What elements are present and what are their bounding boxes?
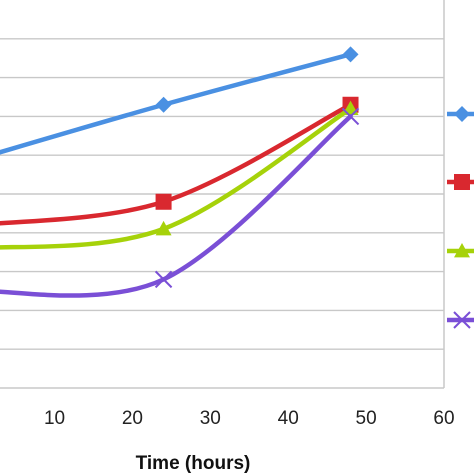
data-point-square: [454, 174, 470, 190]
series-line-3: [0, 106, 353, 250]
series-layer: [0, 46, 360, 298]
series-line-4: [0, 114, 353, 298]
legend: [447, 106, 474, 329]
x-tick-label: 20: [122, 408, 143, 429]
series-line-1: [0, 52, 353, 155]
data-point-triangle: [155, 220, 172, 236]
data-point-diamond: [342, 46, 359, 63]
x-axis-title: Time (hours): [136, 453, 251, 474]
data-point-x: [154, 270, 173, 289]
x-tick-label: 40: [278, 408, 299, 429]
data-point-x: [453, 311, 471, 329]
data-point-square: [155, 193, 172, 210]
x-tick-label: 60: [433, 408, 454, 429]
series-line-2: [0, 102, 353, 226]
x-tick-label: 30: [200, 408, 221, 429]
gridlines: [0, 38, 444, 389]
data-point-triangle: [454, 243, 470, 258]
data-point-diamond: [155, 96, 172, 113]
x-tick-label: 50: [356, 408, 377, 429]
x-tick-label: 10: [44, 408, 65, 429]
x-tick-labels: 10 20 30 40 50 60: [44, 408, 455, 429]
data-point-diamond: [454, 106, 470, 122]
data-point-x: [341, 107, 360, 126]
